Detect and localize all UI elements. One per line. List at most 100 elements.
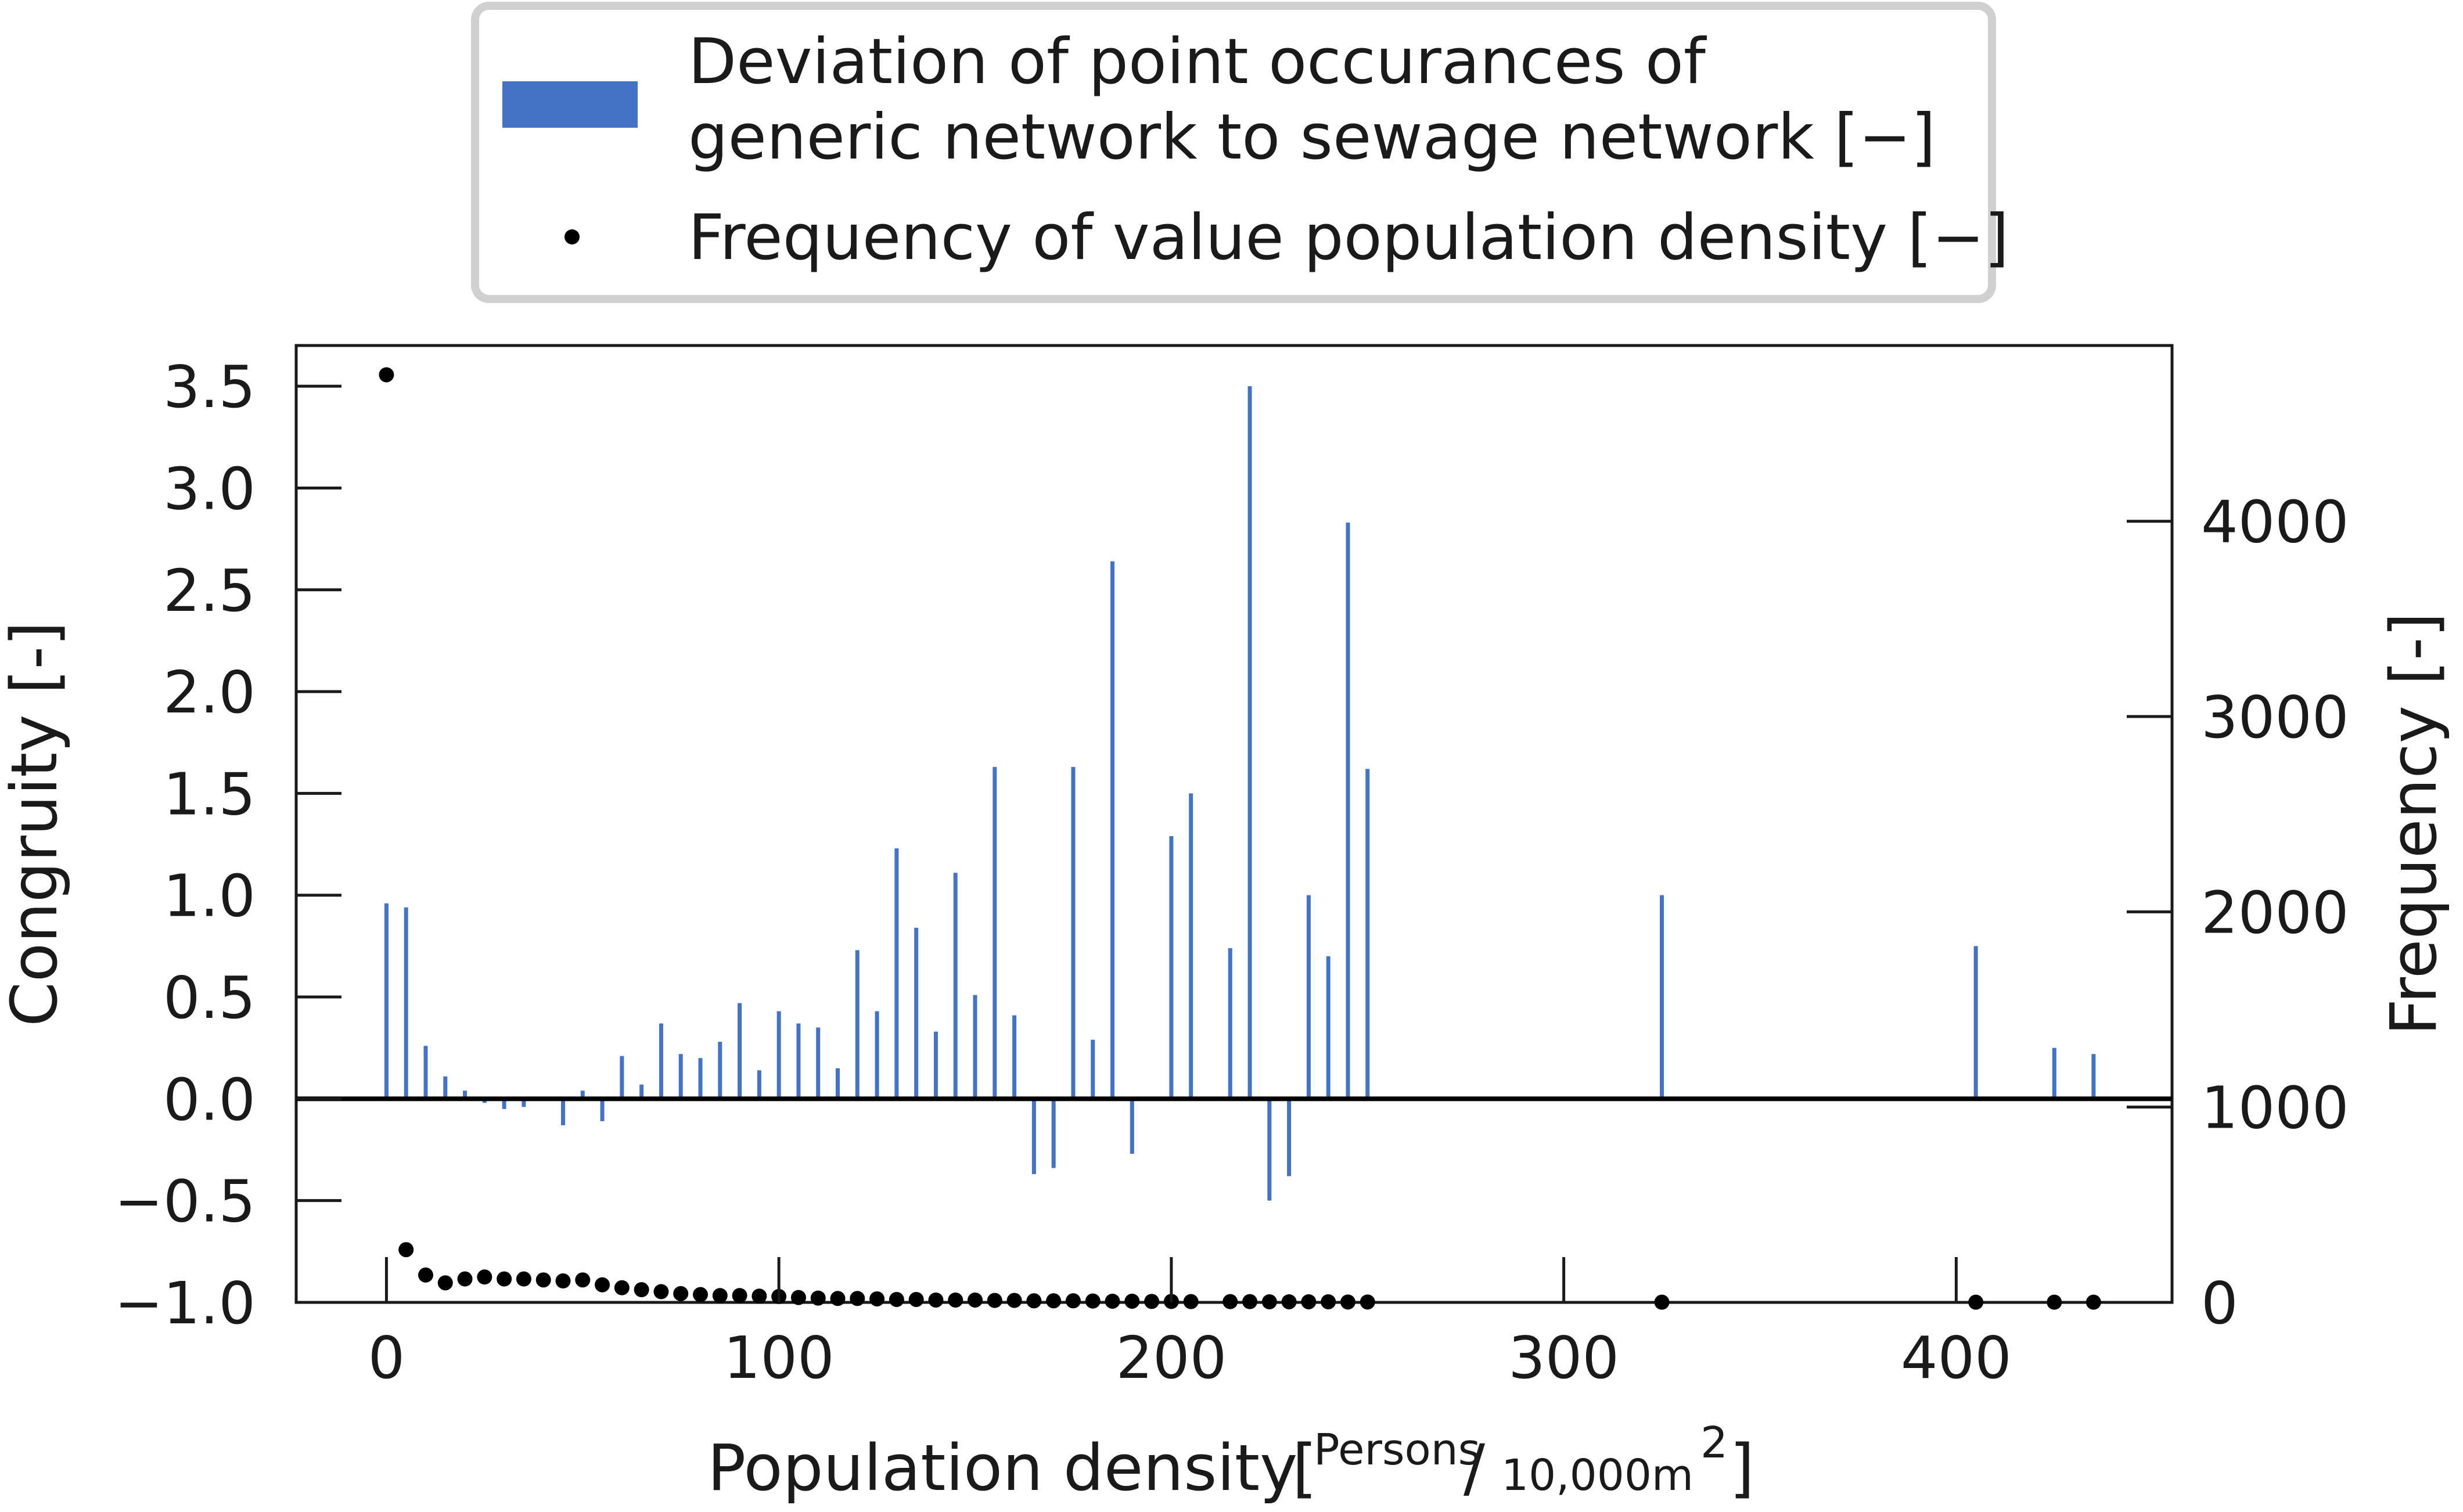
frequency-point (1222, 1294, 1238, 1309)
frequency-point (1340, 1294, 1355, 1310)
legend-bar-label-line1: Deviation of point occurances of (688, 26, 1707, 98)
frequency-point (712, 1288, 728, 1304)
deviation-bar (816, 1027, 821, 1099)
deviation-bar (620, 1056, 624, 1099)
frequency-point (1654, 1294, 1670, 1310)
frequency-point (379, 367, 394, 383)
frequency-point (535, 1272, 551, 1288)
deviation-bar (1660, 895, 1664, 1099)
deviation-bar (1110, 561, 1115, 1099)
deviation-bar (738, 1003, 742, 1099)
frequency-point (653, 1284, 669, 1299)
deviation-bar (502, 1099, 506, 1109)
frequency-point (1321, 1294, 1336, 1309)
deviation-bar (600, 1099, 605, 1121)
legend-bar-label-line2: generic network to sewage network [−] (688, 101, 1936, 174)
frequency-point (1968, 1294, 1984, 1310)
frequency-point (1360, 1294, 1375, 1310)
frequency-point (908, 1291, 924, 1307)
frequency-point (948, 1292, 963, 1308)
deviation-bar (2091, 1054, 2096, 1099)
frequency-point (516, 1271, 531, 1287)
y-left-tick-label: 2.0 (163, 658, 256, 726)
deviation-bar (776, 1011, 781, 1099)
deviation-bar (1326, 956, 1331, 1099)
frequency-point (968, 1292, 983, 1308)
deviation-bar (1051, 1099, 1056, 1168)
y-left-tick-label: 3.5 (163, 353, 256, 421)
frequency-point (987, 1293, 1002, 1308)
deviation-bar (423, 1046, 428, 1099)
deviation-bar (914, 927, 919, 1099)
deviation-bar (953, 873, 958, 1099)
legend: Deviation of point occurances of generic… (471, 2, 2009, 303)
deviation-bar (1973, 946, 1978, 1099)
frequency-point (850, 1291, 865, 1306)
x-axis-unit-exponent: 2 (1700, 1418, 1728, 1468)
x-axis-title-main: Population density (707, 1431, 1297, 1505)
deviation-bar (1365, 769, 1370, 1099)
x-axis-unit-close-bracket: ] (1730, 1431, 1754, 1505)
y-right-tick-label: 3000 (2201, 683, 2349, 751)
y-axis-left-title: Congruity [-] (0, 621, 71, 1027)
frequency-point (869, 1291, 885, 1306)
deviation-bar (404, 907, 408, 1099)
plot-frame (294, 344, 2174, 1304)
frequency-point (477, 1269, 492, 1285)
deviation-bar (659, 1023, 663, 1099)
frequency-point (555, 1273, 571, 1289)
deviation-bar (796, 1023, 801, 1099)
deviation-bar (560, 1099, 565, 1125)
y-axis-left: −1.0 −0.5 0.0 0.5 1.0 1.5 2.0 2.5 3.0 3.5 (114, 353, 341, 1337)
deviation-bar (933, 1031, 938, 1099)
frequency-point (437, 1275, 453, 1291)
frequency-point (830, 1291, 846, 1306)
deviation-bar (993, 766, 997, 1099)
frequency-point (575, 1272, 591, 1288)
deviation-bar (1071, 766, 1076, 1099)
y-left-tick-label: 1.5 (163, 760, 256, 828)
y-left-tick-label: 0.0 (163, 1065, 256, 1133)
deviation-bar (894, 848, 899, 1099)
deviation-bar (678, 1054, 683, 1099)
frequency-point (595, 1277, 610, 1293)
frequency-point (1281, 1294, 1297, 1309)
frequency-point (634, 1282, 649, 1298)
deviation-bar (1228, 948, 1232, 1099)
deviation-bar (1247, 386, 1252, 1099)
deviation-bar (875, 1011, 879, 1099)
deviation-bar (463, 1090, 468, 1099)
deviation-bar (1169, 836, 1174, 1099)
frequency-point (1105, 1293, 1120, 1309)
x-axis-unit-slash: / (1464, 1431, 1486, 1505)
deviation-bar (443, 1076, 448, 1099)
deviation-bar (1267, 1099, 1272, 1201)
deviation-bar (718, 1042, 722, 1099)
frequency-point (1046, 1293, 1062, 1309)
deviation-bar (1287, 1099, 1292, 1176)
deviation-bar (1306, 895, 1311, 1099)
y-left-tick-label: 2.5 (163, 557, 256, 625)
y-left-tick-label: −1.0 (114, 1269, 256, 1337)
y-right-tick-label: 0 (2201, 1269, 2238, 1337)
frequency-point (614, 1280, 630, 1295)
frequency-point (693, 1287, 709, 1302)
y-right-tick-label: 4000 (2201, 488, 2349, 556)
deviation-bar (639, 1084, 644, 1099)
y-left-tick-label: 0.5 (163, 964, 256, 1032)
frequency-point (1183, 1294, 1199, 1309)
deviation-bar (1130, 1099, 1134, 1154)
deviation-bars (384, 386, 2096, 1201)
frequency-point (928, 1292, 944, 1308)
frequency-point (1065, 1293, 1081, 1309)
deviation-bar (522, 1099, 526, 1107)
deviation-bar (1189, 793, 1193, 1099)
x-tick-label: 100 (724, 1324, 835, 1392)
frequency-point (1124, 1293, 1140, 1309)
deviation-bar (973, 995, 977, 1099)
legend-frame (471, 2, 1996, 303)
x-tick-label: 300 (1508, 1324, 1619, 1392)
frequency-point (1261, 1294, 1277, 1309)
frequency-point (732, 1288, 747, 1304)
legend-bar-swatch (502, 81, 638, 128)
